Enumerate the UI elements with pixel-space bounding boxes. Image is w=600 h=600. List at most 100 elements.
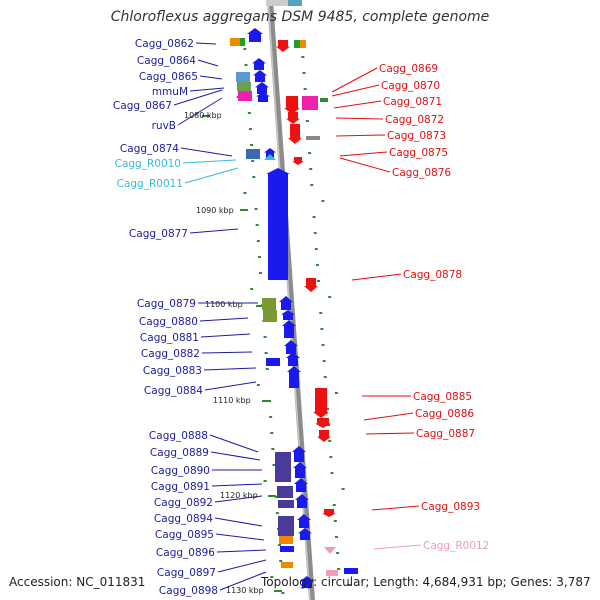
tick-mark [332, 504, 336, 506]
gene-feature [320, 98, 328, 102]
tick-mark [320, 328, 324, 330]
gene-label[interactable]: Cagg_0870 [381, 80, 440, 92]
gene-label[interactable]: mmuM [152, 86, 188, 98]
gene-label[interactable]: Cagg_0889 [150, 447, 209, 459]
gene-arrow [287, 366, 301, 388]
tick-mark [248, 128, 252, 130]
major-tick-mark [202, 115, 210, 117]
gene-arrow [293, 462, 307, 478]
gene-arrow [255, 82, 269, 94]
leader-line [182, 159, 237, 164]
tick-mark [243, 192, 247, 194]
gene-label[interactable]: Cagg_0871 [383, 96, 442, 108]
gene-arrow [264, 148, 276, 158]
gene-label[interactable]: Cagg_0879 [137, 298, 196, 310]
scale-label-1100: 1100 kbp [205, 300, 243, 309]
gene-arrow [292, 446, 306, 462]
leader-line [339, 157, 391, 173]
gene-label[interactable]: Cagg_0894 [154, 513, 213, 525]
gene-label[interactable]: Cagg_0893 [421, 501, 480, 513]
gene-label[interactable]: ruvB [152, 120, 176, 132]
gene-feature [278, 516, 294, 536]
gene-arrow [256, 92, 270, 102]
gene-feature [300, 40, 306, 48]
gene-feature [294, 40, 300, 48]
gene-label[interactable]: Cagg_0886 [415, 408, 474, 420]
tick-mark [270, 576, 274, 578]
scale-label-1090: 1090 kbp [196, 206, 234, 215]
leader-line [211, 483, 263, 487]
tick-mark [257, 256, 261, 258]
gene-label[interactable]: Cagg_0872 [385, 114, 444, 126]
tick-mark [272, 464, 276, 466]
gene-label[interactable]: Cagg_0884 [144, 385, 203, 397]
map-title: Chloroflexus aggregans DSM 9485, complet… [110, 9, 490, 25]
gene-label[interactable]: Cagg_0865 [139, 71, 198, 83]
tick-mark [244, 64, 248, 66]
leader-line [214, 517, 263, 527]
label-leader-lines [173, 42, 422, 591]
tick-mark [330, 472, 334, 474]
leader-line [210, 451, 261, 461]
leader-line [214, 495, 263, 503]
gene-label[interactable]: Cagg_0874 [120, 143, 179, 155]
leader-line [335, 117, 384, 120]
gene-label[interactable]: Cagg_0877 [129, 228, 188, 240]
leader-line [365, 432, 415, 435]
gene-label[interactable]: Cagg_0882 [141, 348, 200, 360]
tick-mark [334, 392, 338, 394]
gene-label[interactable]: Cagg_0881 [140, 332, 199, 344]
gene-label[interactable]: Cagg_0898 [159, 585, 218, 597]
tick-mark [256, 384, 260, 386]
tick-mark [243, 48, 247, 50]
gene-label[interactable]: Cagg_0862 [135, 38, 194, 50]
gene-feature [280, 546, 294, 552]
gene-label[interactable]: Cagg_0880 [139, 316, 198, 328]
tick-mark [308, 152, 312, 154]
leader-line [335, 134, 386, 137]
gene-label[interactable]: Cagg_0864 [137, 55, 196, 67]
tick-mark [310, 184, 314, 186]
leader-line [177, 97, 223, 126]
gene-label[interactable]: Cagg_0897 [157, 567, 216, 579]
tick-mark [319, 312, 323, 314]
gene-feature [278, 500, 294, 508]
gene-label[interactable]: Cagg_0895 [155, 529, 214, 541]
trna-label[interactable]: Cagg_R0012 [423, 540, 489, 552]
gene-label[interactable]: Cagg_0887 [416, 428, 475, 440]
gene-label[interactable]: Cagg_0891 [151, 481, 210, 493]
major-tick-mark [256, 305, 264, 307]
leader-line [351, 273, 402, 281]
tick-mark [275, 512, 279, 514]
gene-label[interactable]: Cagg_0867 [113, 100, 172, 112]
gene-arrow [315, 418, 331, 428]
gene-label[interactable]: Cagg_0890 [151, 465, 210, 477]
gene-label[interactable]: Cagg_0888 [149, 430, 208, 442]
gene-label[interactable]: Cagg_0892 [154, 497, 213, 509]
gene-feature [263, 310, 277, 322]
tick-mark [321, 200, 325, 202]
gene-arrow [313, 388, 329, 418]
leader-line [195, 42, 217, 45]
tick-mark [348, 584, 352, 586]
gene-label[interactable]: Cagg_0876 [392, 167, 451, 179]
gene-label[interactable]: Cagg_0873 [387, 130, 446, 142]
left-strand-labels: Cagg_0862 Cagg_0864 Cagg_0865 mmuM Cagg_… [113, 38, 218, 597]
trna-label[interactable]: Cagg_R0010 [115, 158, 181, 170]
leader-line [189, 87, 225, 92]
gene-label[interactable]: Cagg_0883 [143, 365, 202, 377]
gene-features [230, 0, 358, 588]
tick-mark [264, 352, 268, 354]
gene-label[interactable]: Cagg_0869 [379, 63, 438, 75]
gene-label[interactable]: Cagg_0875 [389, 147, 448, 159]
tick-mark [250, 144, 254, 146]
leader-line [204, 381, 257, 391]
trna-label[interactable]: Cagg_R0011 [117, 178, 183, 190]
gene-label[interactable]: Cagg_0878 [403, 269, 462, 281]
gene-label[interactable]: Cagg_0896 [156, 547, 215, 559]
tick-mark [333, 520, 337, 522]
tick-mark [337, 568, 341, 570]
gene-arrow [297, 514, 311, 528]
gene-label[interactable]: Cagg_0885 [413, 391, 472, 403]
